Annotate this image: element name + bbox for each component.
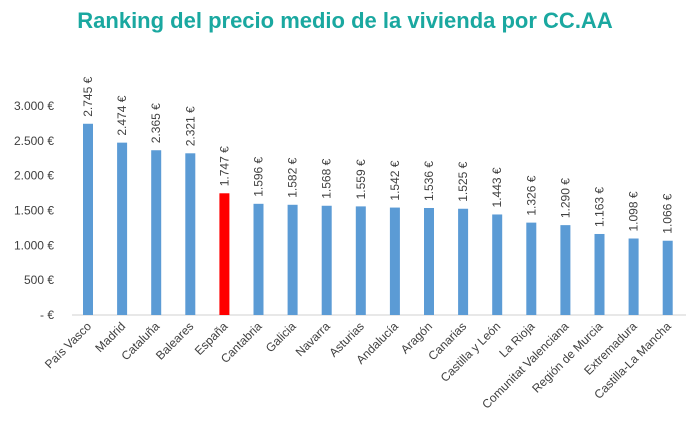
bar: [83, 123, 93, 315]
data-label: 2.365 €: [149, 103, 163, 143]
data-label: 1.559 €: [354, 159, 368, 199]
y-tick-label: 1.000 €: [14, 238, 54, 252]
bar: [492, 214, 503, 315]
y-tick-label: 1.500 €: [14, 204, 54, 218]
data-label: 1.163 €: [593, 187, 607, 227]
bar: [355, 206, 366, 315]
bar: [321, 205, 332, 315]
bar: [389, 207, 400, 315]
data-label: 1.582 €: [286, 157, 300, 197]
bar: [151, 150, 162, 315]
bar: [219, 193, 230, 315]
bar: [662, 240, 673, 315]
data-label: 1.568 €: [320, 158, 334, 198]
bar: [458, 208, 469, 315]
y-tick-label: 2.500 €: [14, 134, 54, 148]
data-label: 1.747 €: [217, 146, 231, 186]
bar: [287, 204, 298, 315]
y-tick-label: 3.000 €: [14, 99, 54, 113]
data-label: 1.443 €: [490, 167, 504, 207]
bar: [117, 142, 128, 315]
data-label: 1.290 €: [558, 178, 572, 218]
x-tick-label: País Vasco: [42, 319, 94, 371]
bar: [424, 207, 434, 315]
data-label: 1.525 €: [456, 161, 470, 201]
data-label: 1.596 €: [252, 156, 266, 196]
bar: [253, 203, 264, 315]
bar: [526, 222, 537, 315]
y-tick-label: - €: [40, 308, 54, 322]
x-tick-label: Navarra: [293, 319, 333, 359]
data-label: 1.326 €: [524, 175, 538, 215]
data-label: 2.321 €: [183, 106, 197, 146]
bar: [594, 233, 605, 315]
bar: [185, 153, 196, 315]
data-label: 1.098 €: [627, 191, 641, 231]
bar: [628, 238, 639, 315]
data-label: 2.745 €: [81, 76, 95, 116]
data-label: 1.542 €: [388, 160, 402, 200]
bar: [560, 225, 571, 315]
x-tick-label: Castilla y León: [438, 319, 504, 385]
data-label: 1.066 €: [661, 193, 675, 233]
x-tick-label: Baleares: [153, 319, 196, 362]
data-label: 1.536 €: [422, 161, 436, 201]
data-label: 2.474 €: [115, 95, 129, 135]
y-tick-label: 2.000 €: [14, 169, 54, 183]
y-tick-label: 500 €: [24, 273, 54, 287]
chart-title: Ranking del precio medio de la vivienda …: [77, 8, 613, 33]
